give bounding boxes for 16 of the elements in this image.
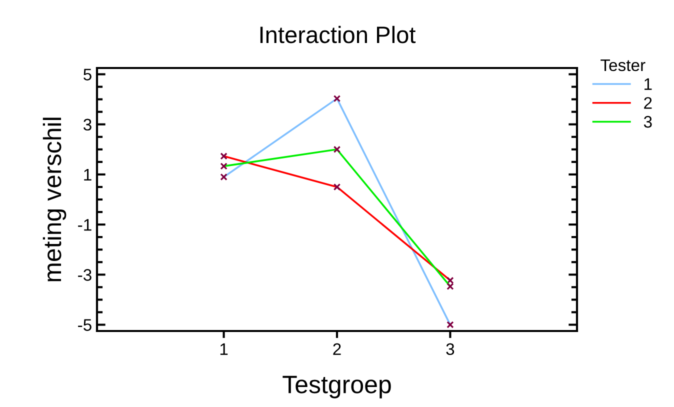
x-tick-label: 1: [220, 343, 228, 355]
x-tick-label: 3: [446, 343, 454, 356]
y-tick-label: -5: [78, 319, 92, 331]
y-tick-label: 5: [84, 68, 92, 80]
legend-label: 1: [644, 78, 652, 90]
y-tick-label: 1: [84, 169, 92, 180]
chart-title: Interaction Plot: [260, 26, 416, 44]
legend-title: Tester: [600, 60, 646, 72]
legend-label: 3: [644, 116, 652, 128]
y-tick-label: -1: [78, 219, 92, 231]
y-tick-label: -3: [78, 269, 92, 281]
y-tick-label: 3: [84, 118, 92, 131]
x-tick-label: 2: [333, 343, 341, 355]
legend-label: 2: [644, 97, 652, 109]
x-axis-title: Testgroep: [282, 376, 391, 398]
y-axis-title: meting verschil: [42, 118, 66, 282]
